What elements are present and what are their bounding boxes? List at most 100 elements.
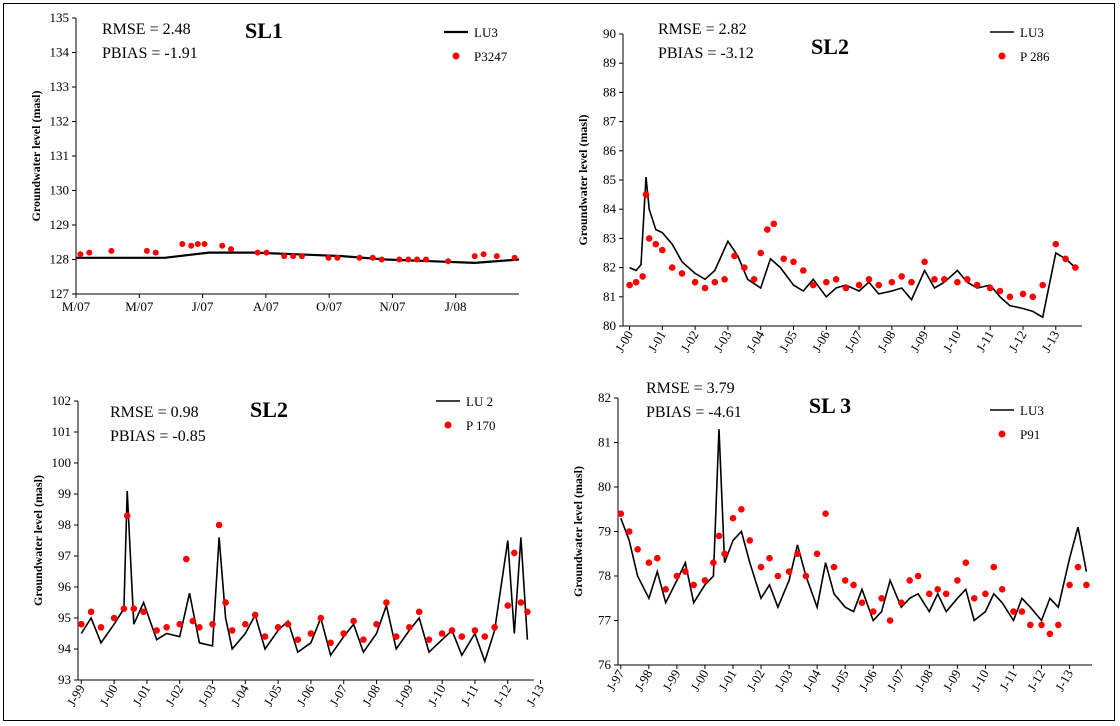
x-tick-label: J-05 (261, 682, 285, 709)
data-point (228, 627, 236, 634)
stat-annotation: RMSE = 0.98 (110, 404, 199, 421)
data-point (990, 563, 998, 571)
y-tick-label: 102 (52, 393, 72, 408)
data-point (898, 273, 905, 280)
data-point (201, 241, 208, 247)
legend-label: P 286 (1020, 49, 1050, 64)
x-tick-label: J-08 (874, 328, 898, 355)
data-point (448, 627, 456, 634)
data-point (143, 247, 150, 254)
data-point (750, 276, 758, 283)
data-point (634, 546, 641, 553)
x-tick-label: J-01 (645, 328, 669, 355)
x-tick-label: J-04 (743, 328, 767, 355)
data-point (360, 636, 367, 643)
data-point (802, 572, 810, 580)
data-point (766, 554, 773, 562)
data-point (809, 281, 817, 289)
x-tick-label: J-08 (912, 667, 936, 694)
data-point (842, 284, 850, 292)
y-tick-label: 101 (52, 424, 72, 439)
data-point (858, 599, 866, 606)
data-point (625, 528, 633, 535)
chart-panel-sl1: 127 128 129 130 131 132 133 134 135 Groundwater l… (4, 4, 552, 356)
data-point (334, 254, 341, 261)
x-tick-label: J-09 (940, 667, 964, 694)
x-tick-label: J-02 (743, 667, 767, 694)
data-point (493, 253, 500, 260)
data-point (524, 608, 531, 616)
x-tick-label: J-12 (1005, 328, 1029, 355)
data-point (480, 251, 487, 258)
x-tick-label: J/07 (192, 299, 214, 314)
data-point (294, 636, 302, 643)
data-point (832, 276, 840, 283)
data-point (942, 590, 950, 598)
data-point (438, 630, 446, 637)
chart-panel-sl3: 76 77 78 79 80 81 82 Groundwater level (masl) J-… (560, 363, 1108, 715)
chart-svg: 127 128 129 130 131 132 133 134 135 Groundwater l… (29, 10, 520, 314)
data-point (290, 253, 297, 260)
data-point (668, 264, 676, 271)
data-point (830, 563, 838, 571)
legend-label: P 170 (466, 418, 496, 433)
chart-title: SL1 (245, 18, 283, 43)
x-tick-label: J-09 (907, 328, 931, 355)
data-point (77, 251, 84, 258)
x-tick-label: J-07 (884, 667, 908, 694)
data-point (176, 620, 183, 628)
x-tick-label: J-11 (996, 667, 1020, 693)
x-tick-label: M/07 (62, 299, 91, 314)
x-tick-label: J-01 (715, 667, 739, 694)
y-tick-label: 132 (50, 114, 70, 129)
data-point (123, 512, 131, 519)
y-tick-label: 80 (598, 479, 611, 494)
data-point (219, 242, 226, 249)
data-point (378, 256, 385, 263)
y-tick-label: 83 (603, 230, 616, 245)
data-point (1010, 608, 1017, 615)
y-tick-label: 133 (50, 79, 70, 94)
data-point (710, 559, 717, 566)
y-tick-label: 134 (50, 45, 70, 60)
data-point (1046, 630, 1054, 638)
y-tick-label: 99 (58, 486, 71, 501)
y-tick-label: 81 (598, 435, 611, 450)
data-point (764, 226, 771, 233)
data-point (511, 254, 518, 261)
x-tick-label: N/07 (379, 299, 406, 314)
data-point (188, 242, 195, 249)
data-point (711, 278, 719, 286)
x-tick-label: J-04 (800, 667, 824, 694)
y-tick-label: 84 (603, 201, 617, 216)
data-point (617, 510, 625, 517)
x-tick-label: J-03 (772, 667, 796, 694)
chart-svg: 76 77 78 79 80 81 82 Groundwater level (masl) J-… (571, 380, 1092, 694)
data-point (982, 590, 989, 598)
x-tick-label: J-01 (129, 682, 153, 709)
data-point (425, 636, 433, 643)
data-point (471, 627, 479, 634)
data-point (194, 241, 201, 247)
data-point (517, 599, 525, 606)
x-tick-label: J-08 (359, 682, 383, 709)
y-tick-label: 100 (52, 455, 72, 470)
data-point (327, 639, 334, 647)
x-tick-label: J-99 (659, 667, 683, 694)
x-tick-label: J-09 (392, 682, 416, 709)
data-point (908, 278, 915, 286)
y-tick-label: 98 (58, 517, 71, 532)
data-point (659, 246, 666, 254)
series-line-lu3 (629, 177, 1076, 319)
x-tick-label: J-12 (490, 682, 514, 709)
data-point (356, 254, 363, 261)
y-tick-label: 90 (603, 26, 616, 41)
y-axis-label: Groundwater level (masl) (29, 91, 43, 222)
data-point (87, 608, 95, 616)
y-tick-label: 135 (50, 10, 70, 25)
data-point (850, 581, 857, 589)
data-point (350, 617, 357, 625)
data-point (458, 633, 466, 640)
legend-point-swatch (998, 52, 1006, 60)
y-tick-label: 130 (50, 183, 70, 198)
